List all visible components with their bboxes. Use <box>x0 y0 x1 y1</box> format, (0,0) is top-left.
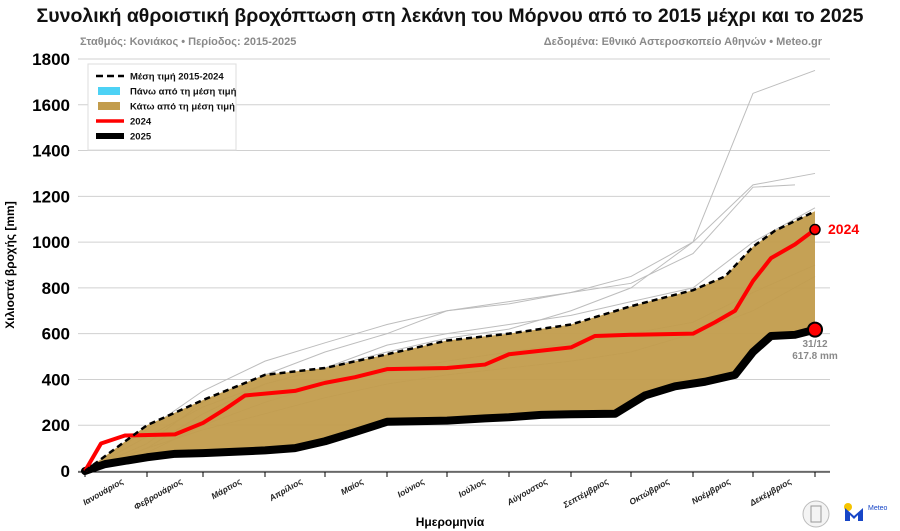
end-value-label: 617.8 mm <box>792 351 838 362</box>
line-2024 <box>83 227 817 473</box>
y-tick-label: 1400 <box>32 142 70 161</box>
y-tick-label: 800 <box>42 279 70 298</box>
y-tick-label: 600 <box>42 325 70 344</box>
x-tick-label: Ιανουάριος <box>81 476 125 507</box>
y-tick-label: 1600 <box>32 96 70 115</box>
legend-swatch-fill <box>98 102 120 110</box>
x-axis: Ιανουάριος Φεβρουάριος Μάρτιος Απρίλιος Μαίο… <box>78 471 830 512</box>
label-2024: 2024 <box>828 221 859 237</box>
y-axis: 0 200 400 600 800 1000 1200 1400 1600 1800 <box>32 50 70 481</box>
legend-label: Μέση τιμή 2015-2024 <box>130 72 224 83</box>
line-mean <box>84 210 816 473</box>
y-tick-label: 1000 <box>32 233 70 252</box>
legend-label: Κάτω από τη μέση τιμή <box>130 102 235 113</box>
x-tick-label: Ιούλιος <box>457 476 488 500</box>
x-tick-label: Αύγουστος <box>504 476 549 508</box>
x-axis-label: Ημερομηνία <box>416 515 485 529</box>
x-tick-label: Νοέμβριος <box>690 476 733 506</box>
end-date-label: 31/12 <box>802 339 827 350</box>
legend: Μέση τιμή 2015-2024 Πάνω από τη μέση τιμή… <box>87 63 237 151</box>
meteo-logo: Meteo <box>844 503 888 521</box>
line-2025 <box>81 325 819 475</box>
legend-label: Πάνω από τη μέση τιμή <box>130 87 237 98</box>
x-tick-label: Ιούνιος <box>396 476 427 500</box>
y-tick-label: 1200 <box>32 187 70 206</box>
subtitle-source: Δεδομένα: Εθνικό Αστεροσκοπείο Αθηνών • … <box>544 36 823 48</box>
chart-title: Συνολική αθροιστική βροχόπτωση στη λεκάν… <box>37 5 864 27</box>
end-marker-2024 <box>809 223 821 236</box>
legend-swatch-fill <box>98 87 120 95</box>
x-tick-label: Σεπτέμβριος <box>561 476 611 511</box>
x-tick-label: Μάρτιος <box>209 476 243 501</box>
subtitle-station: Σταθμός: Κονιάκος • Περίοδος: 2015-2025 <box>80 36 296 48</box>
legend-label: 2025 <box>130 132 152 143</box>
y-axis-label: Χιλιοστά βροχής [mm] <box>3 201 17 328</box>
series-lines <box>81 210 823 475</box>
y-tick-label: 200 <box>42 416 70 435</box>
x-tick-label: Απρίλιος <box>267 476 305 504</box>
x-tick-label: Φεβρουάριος <box>132 476 184 512</box>
noa-logo <box>802 500 830 528</box>
x-tick-label: Μαίος <box>339 476 366 497</box>
meteo-logo-text: Meteo <box>868 505 888 512</box>
y-tick-label: 400 <box>42 370 70 389</box>
end-marker-2025 <box>807 321 823 338</box>
x-tick-label: Δεκέμβριος <box>747 476 793 509</box>
x-tick-label: Οκτώβριος <box>627 476 671 507</box>
y-tick-label: 0 <box>61 462 70 481</box>
y-tick-label: 1800 <box>32 50 70 69</box>
legend-label: 2024 <box>130 117 152 128</box>
